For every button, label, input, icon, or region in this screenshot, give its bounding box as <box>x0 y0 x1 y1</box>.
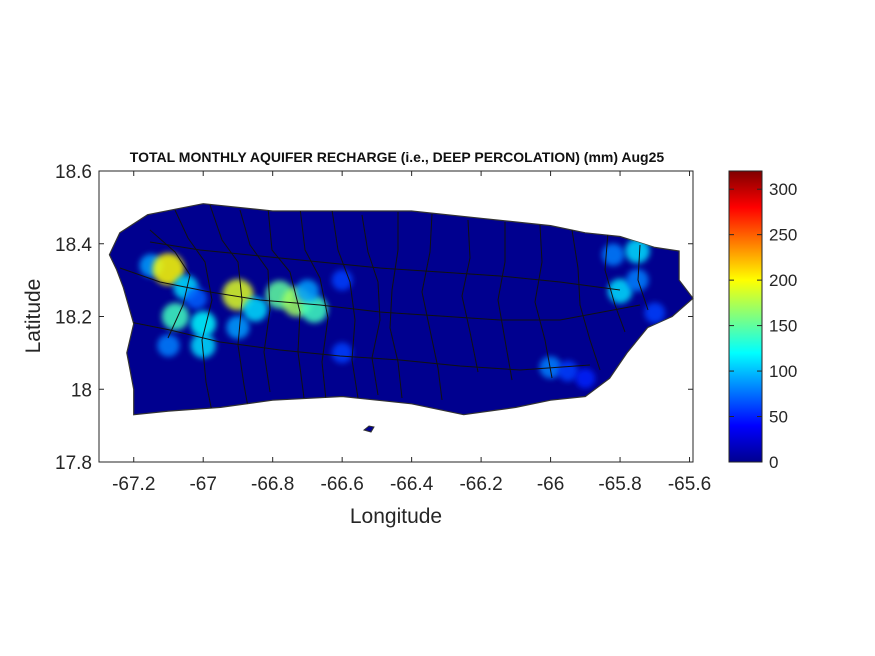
y-axis-ticks: 18.6 18.4 18.2 18 17.8 <box>55 162 693 474</box>
municipality-boundary <box>604 231 626 333</box>
municipality-boundary <box>389 212 403 399</box>
colorbar-tick-label: 50 <box>769 408 788 427</box>
recharge-hotspot <box>161 302 190 331</box>
recharge-hotspot <box>601 243 625 266</box>
municipality-boundary <box>571 229 601 371</box>
municipality-boundaries <box>119 204 649 415</box>
recharge-hotspot <box>626 268 649 292</box>
x-tick-label: -66.8 <box>251 474 294 495</box>
municipality-boundary <box>331 209 359 399</box>
y-tick-label: 18 <box>71 380 92 401</box>
colorbar-tick-label: 200 <box>769 271 797 290</box>
map-layer <box>108 203 694 433</box>
colorbar-tick-label: 0 <box>769 453 778 472</box>
y-axis-label: Latitude <box>22 279 45 354</box>
municipality-boundary <box>239 209 271 393</box>
y-tick-label: 17.8 <box>55 453 92 474</box>
recharge-hotspot <box>157 334 180 357</box>
colorbar-tick-label: 150 <box>769 317 797 336</box>
municipality-boundary <box>534 224 553 379</box>
x-tick-label: -66.2 <box>459 474 502 495</box>
recharge-hotspot <box>607 278 633 304</box>
y-tick-label: 18.4 <box>55 235 92 256</box>
municipality-boundary <box>421 213 443 401</box>
x-tick-label: -67.2 <box>112 474 155 495</box>
recharge-hotspot <box>185 287 208 310</box>
municipality-boundary <box>497 222 513 381</box>
municipality-boundary <box>361 214 381 396</box>
colorbar <box>728 170 763 463</box>
colorbar-tick-label: 300 <box>769 180 797 199</box>
municipality-boundary <box>149 241 621 291</box>
y-tick-label: 18.2 <box>55 308 92 329</box>
municipality-boundary <box>174 209 213 413</box>
municipality-boundary <box>461 219 479 373</box>
municipality-boundary <box>299 207 329 401</box>
recharge-hotspot <box>644 302 666 324</box>
x-axis-ticks: -67.2 -67 -66.8 -66.6 -66.4 -66.2 -66 -65.8 -65.… <box>112 171 711 495</box>
recharge-hotspot <box>557 360 579 382</box>
recharge-hotspot <box>625 238 650 264</box>
x-tick-label: -66.6 <box>321 474 364 495</box>
x-axis-label: Longitude <box>350 505 442 528</box>
x-tick-label: -66 <box>537 474 564 495</box>
recharge-hotspot <box>331 342 353 364</box>
municipality-boundary <box>637 244 649 311</box>
colorbar-tick-label: 100 <box>769 362 797 381</box>
recharge-hotspot <box>152 253 185 286</box>
y-tick-label: 18.6 <box>55 162 92 183</box>
x-tick-label: -67 <box>189 474 216 495</box>
map-title: TOTAL MONTHLY AQUIFER RECHARGE (i.e., DE… <box>130 149 665 165</box>
recharge-hotspot <box>295 279 320 303</box>
colorbar-ticks: 300 250 200 150 100 50 0 <box>729 180 797 472</box>
municipality-boundary <box>119 267 641 321</box>
x-tick-label: -65.6 <box>668 474 711 495</box>
recharge-hotspot <box>242 296 268 322</box>
x-tick-label: -65.8 <box>598 474 641 495</box>
colorbar-tick-label: 250 <box>769 226 797 245</box>
recharge-hotspot <box>575 368 596 389</box>
x-tick-label: -66.4 <box>390 474 434 495</box>
recharge-hotspot <box>226 315 250 340</box>
municipality-boundary <box>129 321 591 371</box>
municipality-boundary <box>267 207 305 399</box>
vieques-islet <box>362 425 375 433</box>
municipality-boundary <box>209 204 251 415</box>
recharge-hotspots <box>139 238 666 389</box>
recharge-hotspot <box>190 310 217 337</box>
